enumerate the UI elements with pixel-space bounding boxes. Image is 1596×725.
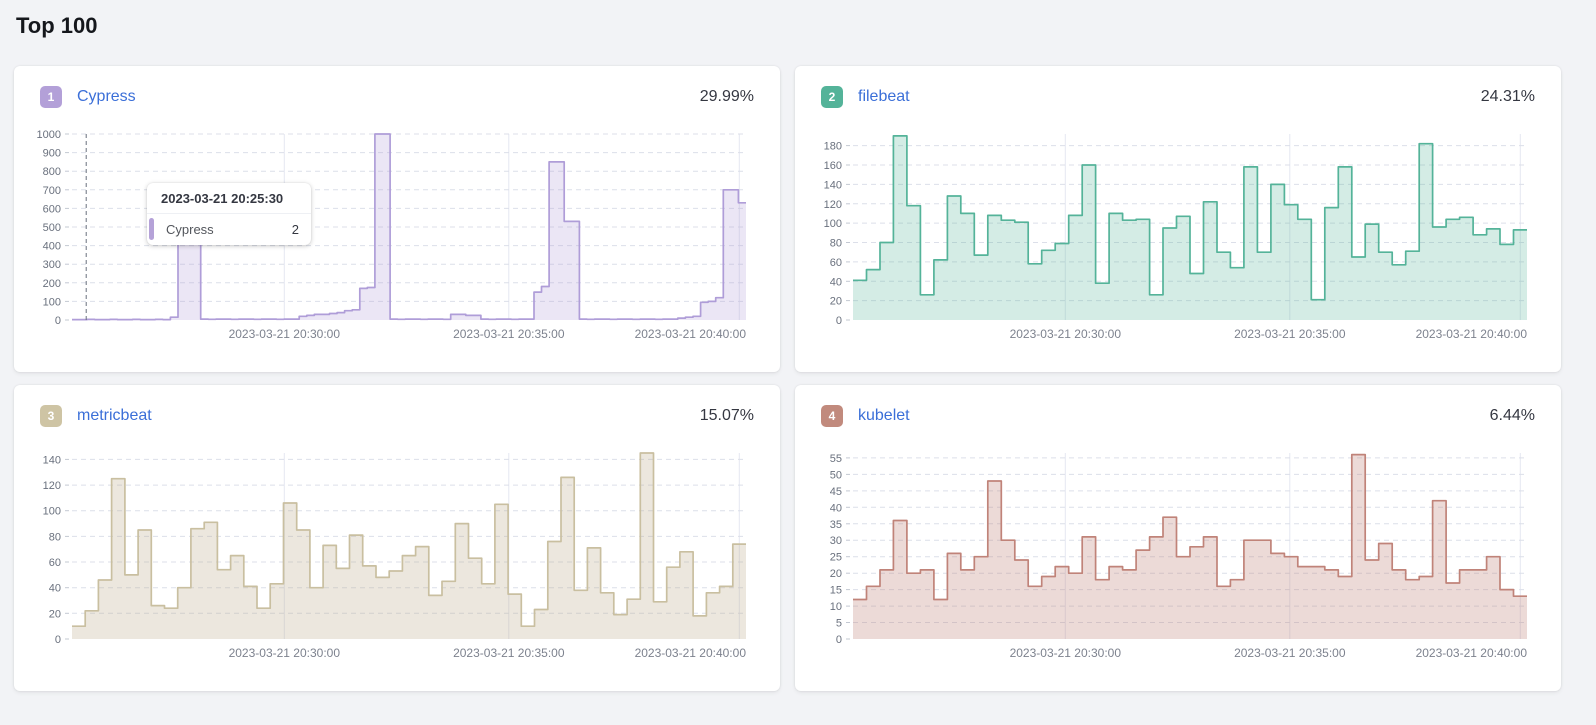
svg-text:50: 50 [830,469,842,481]
svg-text:800: 800 [43,166,61,178]
svg-text:55: 55 [830,453,842,465]
svg-text:100: 100 [43,296,61,308]
svg-text:0: 0 [55,634,61,646]
series-link-filebeat[interactable]: filebeat [858,88,910,105]
svg-text:20: 20 [49,608,61,620]
chart-filebeat[interactable]: 0 20 40 60 80 100 120 140 160 180 2023-03-21 20:30… [807,128,1537,343]
panel-metricbeat: 3 metricbeat 15.07% 0 20 40 60 80 100 120 140 20… [14,385,780,691]
svg-text:100: 100 [43,506,61,518]
svg-text:2023-03-21 20:30:00: 2023-03-21 20:30:00 [229,327,341,341]
series-link-metricbeat[interactable]: metricbeat [77,407,152,424]
svg-text:2023-03-21 20:30:00: 2023-03-21 20:30:00 [1010,646,1122,660]
rank-badge: 1 [40,86,62,108]
series-link-cypress[interactable]: Cypress [77,88,136,105]
percentage-value: 6.44% [1489,407,1535,424]
svg-text:80: 80 [49,531,61,543]
svg-text:140: 140 [824,179,842,191]
svg-text:40: 40 [830,276,842,288]
rank-badge: 4 [821,405,843,427]
svg-text:60: 60 [49,557,61,569]
chart-kubelet[interactable]: 0 5 10 15 20 25 30 35 40 45 50 55 2023-03-21 20:30:0… [807,447,1537,662]
panel-cypress: 1 Cypress 29.99% 0 100 200 300 400 500 600 700 8… [14,66,780,372]
percentage-value: 15.07% [699,407,754,424]
svg-text:160: 160 [824,160,842,172]
svg-text:180: 180 [824,141,842,153]
svg-text:2023-03-21 20:35:00: 2023-03-21 20:35:00 [453,646,565,660]
panel-filebeat: 2 filebeat 24.31% 0 20 40 60 80 100 120 140 160 1… [795,66,1561,372]
svg-text:2023-03-21 20:40:00: 2023-03-21 20:40:00 [1416,327,1528,341]
svg-text:600: 600 [43,203,61,215]
svg-text:0: 0 [836,634,842,646]
svg-text:700: 700 [43,185,61,197]
svg-text:0: 0 [55,315,61,327]
panel-header: 4 kubelet 6.44% [807,405,1537,427]
svg-text:5: 5 [836,618,842,630]
svg-text:10: 10 [830,601,842,613]
svg-text:2023-03-21 20:40:00: 2023-03-21 20:40:00 [635,327,747,341]
tooltip-timestamp: 2023-03-21 20:25:30 [147,183,311,214]
svg-text:20: 20 [830,296,842,308]
svg-text:80: 80 [830,238,842,250]
svg-text:2023-03-21 20:35:00: 2023-03-21 20:35:00 [1234,646,1346,660]
rank-badge: 3 [40,405,62,427]
area-chart-cypress[interactable]: 0 100 200 300 400 500 600 700 800 900 1000 2023-03-… [26,128,756,343]
svg-text:2023-03-21 20:35:00: 2023-03-21 20:35:00 [1234,327,1346,341]
rank-badge: 2 [821,86,843,108]
page-title: Top 100 [16,13,98,38]
svg-text:0: 0 [836,315,842,327]
svg-text:20: 20 [830,568,842,580]
svg-text:1000: 1000 [37,129,61,141]
area-chart-kubelet[interactable]: 0 5 10 15 20 25 30 35 40 45 50 55 2023-03-21 20:30:0… [807,447,1537,662]
panel-header: 2 filebeat 24.31% [807,86,1537,108]
svg-text:100: 100 [824,218,842,230]
svg-text:2023-03-21 20:40:00: 2023-03-21 20:40:00 [635,646,747,660]
panel-header: 3 metricbeat 15.07% [26,405,756,427]
panels-grid: 1 Cypress 29.99% 0 100 200 300 400 500 600 700 8… [14,66,1582,691]
svg-text:40: 40 [49,583,61,595]
tooltip-row: Cypress 2 [147,214,311,242]
svg-text:25: 25 [830,552,842,564]
svg-text:120: 120 [824,199,842,211]
svg-text:35: 35 [830,519,842,531]
svg-text:2023-03-21 20:30:00: 2023-03-21 20:30:00 [1010,327,1122,341]
svg-text:900: 900 [43,148,61,160]
svg-text:140: 140 [43,454,61,466]
svg-text:2023-03-21 20:40:00: 2023-03-21 20:40:00 [1416,646,1528,660]
svg-text:500: 500 [43,222,61,234]
svg-text:30: 30 [830,535,842,547]
svg-text:60: 60 [830,257,842,269]
chart-tooltip: 2023-03-21 20:25:30 Cypress 2 [147,183,311,245]
svg-text:200: 200 [43,278,61,290]
svg-text:2023-03-21 20:30:00: 2023-03-21 20:30:00 [229,646,341,660]
svg-text:2023-03-21 20:35:00: 2023-03-21 20:35:00 [453,327,565,341]
chart-cypress[interactable]: 0 100 200 300 400 500 600 700 800 900 1000 2023-03-… [26,128,756,343]
svg-text:15: 15 [830,585,842,597]
tooltip-series-name: Cypress [166,221,214,237]
svg-text:300: 300 [43,259,61,271]
panel-header: 1 Cypress 29.99% [26,86,756,108]
tooltip-value: 2 [291,221,299,237]
percentage-value: 29.99% [699,88,754,105]
svg-text:40: 40 [830,502,842,514]
svg-text:400: 400 [43,241,61,253]
series-link-kubelet[interactable]: kubelet [858,407,910,424]
chart-metricbeat[interactable]: 0 20 40 60 80 100 120 140 2023-03-21 20:30:00 202… [26,447,756,662]
svg-text:45: 45 [830,486,842,498]
svg-text:120: 120 [43,480,61,492]
percentage-value: 24.31% [1480,88,1535,105]
area-chart-metricbeat[interactable]: 0 20 40 60 80 100 120 140 2023-03-21 20:30:00 202… [26,447,756,662]
panel-kubelet: 4 kubelet 6.44% 0 5 10 15 20 25 30 35 40 45 50 55 20… [795,385,1561,691]
area-chart-filebeat[interactable]: 0 20 40 60 80 100 120 140 160 180 2023-03-21 20:30… [807,128,1537,343]
series-color-marker [149,218,154,240]
